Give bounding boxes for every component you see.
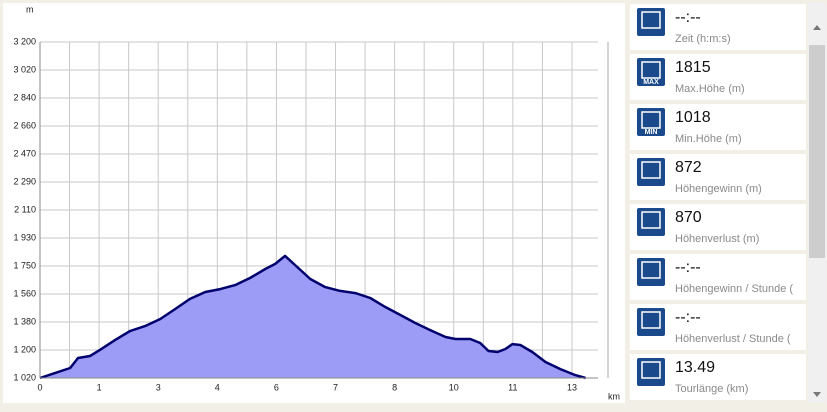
- stat-value: --:--: [675, 259, 701, 276]
- y-tick-label: 2 660: [13, 120, 36, 130]
- stat-icon: [637, 308, 665, 336]
- x-tick-label: 8: [392, 382, 397, 392]
- x-tick-label: 10: [449, 382, 459, 392]
- stat-icon: [637, 8, 665, 36]
- scroll-thumb[interactable]: [809, 45, 825, 258]
- y-tick-label: 1 200: [13, 344, 36, 354]
- stat-icon: [637, 258, 665, 286]
- stat-value: 13.49: [675, 359, 715, 376]
- stat-item: 13.49 Tourlänge (km): [630, 354, 806, 400]
- stat-item: --:-- Zeit (h:m:s): [630, 4, 806, 50]
- x-tick-label: 0: [37, 382, 42, 392]
- stat-label: Höhenverlust (m): [675, 233, 759, 245]
- stat-icon-inner: [641, 261, 661, 279]
- stat-label: Tourlänge (km): [675, 383, 748, 395]
- stat-item: --:-- Höhenverlust / Stunde (: [630, 304, 806, 350]
- stat-icon: [637, 158, 665, 186]
- y-tick-label: 1 380: [13, 316, 36, 326]
- x-tick-label: 1: [97, 382, 102, 392]
- stat-label: Höhengewinn / Stunde (: [675, 283, 793, 295]
- stat-item: --:-- Höhengewinn / Stunde (: [630, 254, 806, 300]
- x-tick-label: 4: [215, 382, 220, 392]
- stat-icon-inner: [641, 11, 661, 29]
- y-tick-label: 2 840: [13, 92, 36, 102]
- stat-item: MIN 1018 Min.Höhe (m): [630, 104, 806, 150]
- stat-value: 872: [675, 159, 702, 176]
- icon-text: MIN: [645, 129, 658, 136]
- x-tick-label: 7: [333, 382, 338, 392]
- stat-item: MAX 1815 Max.Höhe (m): [630, 54, 806, 100]
- stat-icon: [637, 358, 665, 386]
- stat-label: Max.Höhe (m): [675, 83, 745, 95]
- scroll-down[interactable]: [813, 392, 821, 397]
- y-tick-label: 3 200: [13, 36, 36, 46]
- area: [40, 255, 586, 378]
- y-tick-label: 2 290: [13, 176, 36, 186]
- stat-item: 870 Höhenverlust (m): [630, 204, 806, 250]
- stat-label: Höhengewinn (m): [675, 183, 762, 195]
- y-tick-label: 1 750: [13, 260, 36, 270]
- stat-item: 872 Höhengewinn (m): [630, 154, 806, 200]
- stat-icon-inner: [641, 61, 661, 79]
- y-tick-label: 2 110: [14, 204, 36, 214]
- x-tick-label: 6: [274, 382, 279, 392]
- x-tick-label: 3: [156, 382, 161, 392]
- x-unit: km: [608, 391, 620, 401]
- stat-icon-inner: [641, 111, 661, 129]
- stat-icon-inner: [641, 311, 661, 329]
- x-tick-label: 13: [567, 382, 577, 392]
- x-tick-label: 11: [508, 382, 517, 392]
- y-tick-label: 1 560: [13, 288, 36, 298]
- stat-label: Min.Höhe (m): [675, 133, 742, 145]
- stat-icon: [637, 208, 665, 236]
- stat-value: 1018: [675, 109, 711, 126]
- profile-line: [39, 254, 586, 380]
- stat-value: 1815: [675, 59, 711, 76]
- stat-label: Zeit (h:m:s): [675, 33, 731, 45]
- stat-icon-inner: [641, 161, 661, 179]
- stat-value: 870: [675, 209, 702, 226]
- stat-icon-inner: [641, 211, 661, 229]
- y-tick-label: 2 470: [13, 148, 36, 158]
- stat-value: --:--: [675, 9, 701, 26]
- stat-label: Höhenverlust / Stunde (: [675, 333, 791, 345]
- y-tick-label: 1 020: [13, 372, 36, 382]
- icon-text: MAX: [643, 79, 659, 86]
- stat-value: --:--: [675, 309, 701, 326]
- y-unit: m: [26, 4, 34, 14]
- stat-icon-inner: [641, 361, 661, 379]
- y-tick-label: 1 930: [13, 232, 36, 242]
- y-tick-label: 3 020: [13, 64, 36, 74]
- stat-icon: [637, 58, 665, 86]
- scroll-up[interactable]: [813, 25, 821, 30]
- stat-icon: [637, 108, 665, 136]
